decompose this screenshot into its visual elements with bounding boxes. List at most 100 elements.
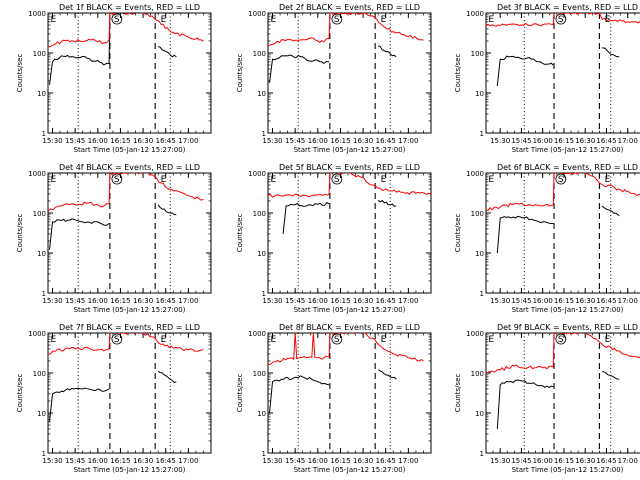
marker-s-circle [111, 13, 123, 25]
x-tick-label: 16:45 [376, 297, 396, 305]
x-tick-label: 16:00 [88, 297, 108, 305]
data-series-group [268, 333, 424, 414]
x-tick-label: 15:30 [490, 137, 510, 145]
x-tick-label: 16:45 [156, 137, 176, 145]
x-tick-label: 16:15 [554, 137, 574, 145]
x-tick-label: 15:45 [65, 137, 85, 145]
x-tick-label: 16:15 [554, 457, 574, 465]
y-axis-label: Counts/sec [236, 374, 244, 413]
y-tick-label: 10 [37, 250, 46, 258]
series-line-black [377, 199, 397, 207]
y-tick-label: 1 [262, 450, 266, 458]
x-axis-label: Start Time (05-Jan-12 15:27:00) [294, 466, 406, 474]
marker-label-e: E [271, 175, 277, 185]
y-tick-label: 100 [253, 370, 266, 378]
y-tick-label: 10 [475, 250, 484, 258]
chart-title: Det 3f BLACK = Events, RED = LLD [497, 3, 638, 12]
plot-frame [47, 12, 212, 134]
x-tick-label: 16:00 [308, 137, 328, 145]
y-tick-label: 100 [471, 370, 484, 378]
x-tick-label: 17:00 [398, 137, 418, 145]
y-tick-label: 10 [257, 90, 266, 98]
y-axis-label: Counts/sec [454, 374, 462, 413]
marker-label-s: S [334, 335, 340, 345]
y-tick-label: 100 [471, 50, 484, 58]
data-series-group [486, 173, 640, 254]
marker-label-s: S [334, 175, 340, 185]
y-tick-label: 1 [262, 130, 266, 138]
y-axis-label: Counts/sec [236, 54, 244, 93]
y-tick-label: 100 [33, 370, 46, 378]
marker-label-s: S [558, 335, 564, 345]
marker-s-circle [555, 333, 567, 345]
marker-label-e: E [161, 15, 167, 25]
marker-s-circle [111, 333, 123, 345]
data-series-group [268, 13, 424, 83]
y-tick-label: 100 [33, 50, 46, 58]
y-axis-label: Counts/sec [454, 214, 462, 253]
y-tick-label: 10 [475, 410, 484, 418]
x-tick-label: 17:00 [398, 297, 418, 305]
x-tick-label: 16:15 [330, 457, 350, 465]
x-tick-label: 15:30 [490, 457, 510, 465]
series-line-black [49, 387, 110, 422]
y-tick-label: 1 [480, 450, 484, 458]
y-tick-label: 1 [480, 130, 484, 138]
y-tick-label: 1000 [28, 170, 46, 178]
x-tick-label: 15:45 [511, 137, 531, 145]
x-tick-label: 16:00 [533, 297, 553, 305]
x-tick-label: 17:00 [178, 297, 198, 305]
data-series-group [268, 173, 431, 234]
x-axis-label: Start Time (05-Jan-12 15:27:00) [74, 306, 186, 314]
data-series-group [48, 13, 204, 85]
y-tick-label: 1000 [28, 330, 46, 338]
plot-frame [485, 12, 640, 134]
x-axis-label: Start Time (05-Jan-12 15:27:00) [294, 146, 406, 154]
marker-label-e: E [381, 15, 387, 25]
chart-title: Det 6f BLACK = Events, RED = LLD [497, 163, 638, 172]
x-tick-label: 17:00 [178, 137, 198, 145]
marker-s-circle [555, 173, 567, 185]
x-tick-label: 16:15 [554, 297, 574, 305]
x-tick-label: 16:45 [596, 297, 616, 305]
x-tick-label: 15:30 [42, 297, 62, 305]
y-tick-label: 100 [33, 210, 46, 218]
y-axis-label: Counts/sec [236, 214, 244, 253]
marker-s-circle [331, 173, 343, 185]
y-tick-label: 10 [257, 410, 266, 418]
y-tick-label: 1000 [466, 330, 484, 338]
chart-title: Det 8f BLACK = Events, RED = LLD [279, 323, 420, 332]
x-tick-label: 17:00 [178, 457, 198, 465]
x-tick-label: 15:30 [490, 297, 510, 305]
series-line-black [49, 13, 156, 85]
marker-s-circle [555, 13, 567, 25]
x-tick-label: 15:30 [262, 457, 282, 465]
y-tick-label: 10 [257, 250, 266, 258]
marker-label-e: E [605, 335, 611, 345]
x-tick-label: 16:15 [110, 137, 130, 145]
chart-title: Det 1f BLACK = Events, RED = LLD [59, 3, 200, 12]
series-line-black [157, 204, 177, 216]
chart-panel-7: Det 7f BLACK = Events, RED = LLD 1 10 100 10… [16, 323, 212, 474]
x-tick-label: 16:30 [575, 457, 595, 465]
chart-title: Det 4f BLACK = Events, RED = LLD [59, 163, 200, 172]
series-line-black [269, 54, 330, 83]
marker-label-e: E [488, 15, 494, 25]
x-tick-label: 16:15 [110, 457, 130, 465]
y-tick-label: 1 [262, 290, 266, 298]
x-tick-label: 15:45 [285, 297, 305, 305]
x-tick-label: 17:00 [618, 297, 638, 305]
chart-title: Det 5f BLACK = Events, RED = LLD [279, 163, 420, 172]
x-tick-label: 15:45 [65, 457, 85, 465]
x-tick-label: 15:30 [262, 137, 282, 145]
plot-frame [485, 172, 640, 294]
marker-label-e: E [161, 175, 167, 185]
marker-s-circle [331, 333, 343, 345]
chart-title: Det 2f BLACK = Events, RED = LLD [279, 3, 420, 12]
x-axis-label: Start Time (05-Jan-12 15:27:00) [512, 146, 624, 154]
x-tick-label: 16:30 [575, 297, 595, 305]
x-tick-label: 15:45 [285, 457, 305, 465]
chart-title: Det 7f BLACK = Events, RED = LLD [59, 323, 200, 332]
marker-s-circle [111, 173, 123, 185]
